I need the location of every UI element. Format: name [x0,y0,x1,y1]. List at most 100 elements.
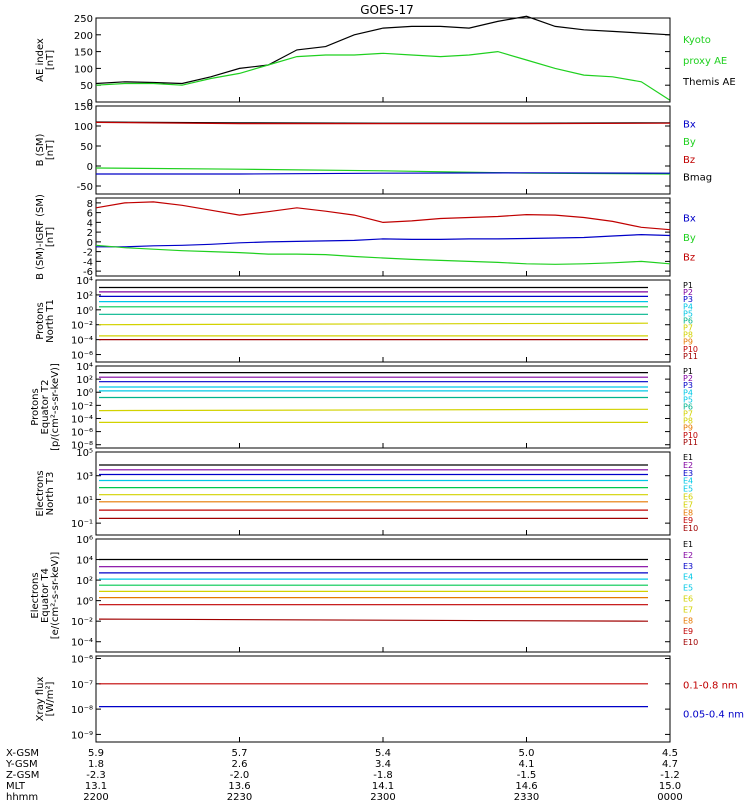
x-row-value: 2300 [370,792,395,800]
x-row-value: 3.4 [375,759,391,770]
y-axis-label: North T3 [45,472,56,516]
y-tick-label: 10⁴ [76,362,93,373]
legend-label: E5 [683,485,693,494]
y-axis-label: [W/m²] [45,681,56,716]
x-row-value: 13.6 [228,781,250,792]
x-row-value: 2230 [227,792,252,800]
legend-label: P10 [683,345,698,354]
y-tick-label: 8 [87,199,93,210]
legend-label: proxy AE [683,56,727,67]
x-row-value: 14.1 [372,781,394,792]
y-tick-label: 10⁻⁶ [71,351,93,362]
y-tick-label: -4 [83,257,93,268]
series-line [96,172,671,175]
legend-label: P1 [683,281,693,290]
y-tick-label: 10⁰ [76,388,93,399]
x-row-value: -2.0 [230,770,250,781]
x-row-value: 2.6 [232,759,248,770]
legend-label: P9 [683,424,693,433]
series-line [95,121,671,125]
panel-frame [95,17,671,103]
y-tick-label: 100 [74,122,93,133]
x-row-value: -1.2 [660,770,680,781]
y-tick-label: 10⁻² [71,401,93,412]
legend-label: Bmag [683,172,712,183]
y-tick-label: 4 [87,218,93,229]
series-line [98,408,649,412]
y-axis-label: Equator T4 [40,568,51,623]
legend-label: E4 [683,477,693,486]
y-axis-label: Electrons [35,470,46,516]
y-tick-label: 10³ [76,472,93,483]
legend-label: P10 [683,431,698,440]
y-tick-label: 250 [74,14,93,25]
legend-label: E3 [683,562,693,571]
y-tick-label: 10⁻⁹ [71,730,93,741]
legend-label: By [683,233,696,244]
legend-label: E8 [683,508,693,517]
y-tick-label: 10⁰ [76,597,93,608]
y-tick-label: 10⁻⁸ [71,441,93,452]
y-axis-label: [nT] [45,227,56,247]
legend-label: Themis AE [682,77,736,88]
x-row-value: 2200 [83,792,108,800]
panel-frame [95,655,671,743]
legend-label: P5 [683,309,693,318]
legend-label: P1 [683,367,693,376]
legend-label: E7 [683,605,693,614]
y-tick-label: 10⁻⁴ [71,414,93,425]
x-row-value: 2330 [514,792,539,800]
series-line [95,50,671,101]
panel-frame [95,538,671,653]
y-axis-label: North T1 [45,299,56,343]
legend-label: P6 [683,402,693,411]
legend-label: E1 [683,540,693,549]
legend-label: P8 [683,417,693,426]
legend-label: Bx [683,214,696,225]
legend-label: P11 [683,352,698,361]
legend-label: E10 [683,638,698,647]
y-tick-label: 10⁶ [76,535,93,546]
y-tick-label: 10⁻² [71,321,93,332]
y-tick-label: 10⁻⁷ [71,680,93,691]
legend-label: P9 [683,338,693,347]
legend-label: P5 [683,395,693,404]
y-tick-label: 10⁻¹ [71,519,93,530]
legend-label: E2 [683,461,693,470]
legend-label: E2 [683,551,693,560]
y-tick-label: 6 [87,209,93,220]
legend-label: P7 [683,410,693,419]
y-tick-label: 10⁴ [76,556,93,567]
x-row-label: hhmm [6,792,38,800]
panel-frame [95,105,671,195]
y-axis-label: [e/(cm²-s-sr-keV)] [50,552,61,640]
x-row-label: Z-GSM [6,770,39,781]
x-row-value: -1.8 [373,770,393,781]
legend-label: P7 [683,324,693,333]
y-tick-label: 10¹ [76,495,93,506]
series-line [95,244,671,265]
x-row-value: 13.1 [85,781,107,792]
x-row-label: Y-GSM [5,759,38,770]
y-tick-label: -50 [77,182,93,193]
y-tick-label: 10⁻⁴ [71,336,93,347]
legend-label: P4 [683,302,693,311]
x-row-value: 5.4 [375,748,391,759]
x-row-value: 5.9 [88,748,104,759]
panel-frame [95,365,671,449]
series-line [95,15,671,85]
legend-label: E8 [683,616,693,625]
y-axis-label: AE index [35,38,46,82]
y-axis-label: Protons [35,302,46,339]
legend-label: P4 [683,388,693,397]
legend-label: Bz [683,155,695,166]
y-axis-label: [nT] [45,140,56,160]
legend-label: Bx [683,120,696,131]
legend-label: E3 [683,469,693,478]
y-tick-label: 0 [87,238,93,249]
legend-label: Bz [683,253,695,264]
legend-label: P3 [683,295,693,304]
legend-label: By [683,137,696,148]
y-axis-label: B (SM) [35,133,46,166]
y-tick-label: 150 [74,102,93,113]
